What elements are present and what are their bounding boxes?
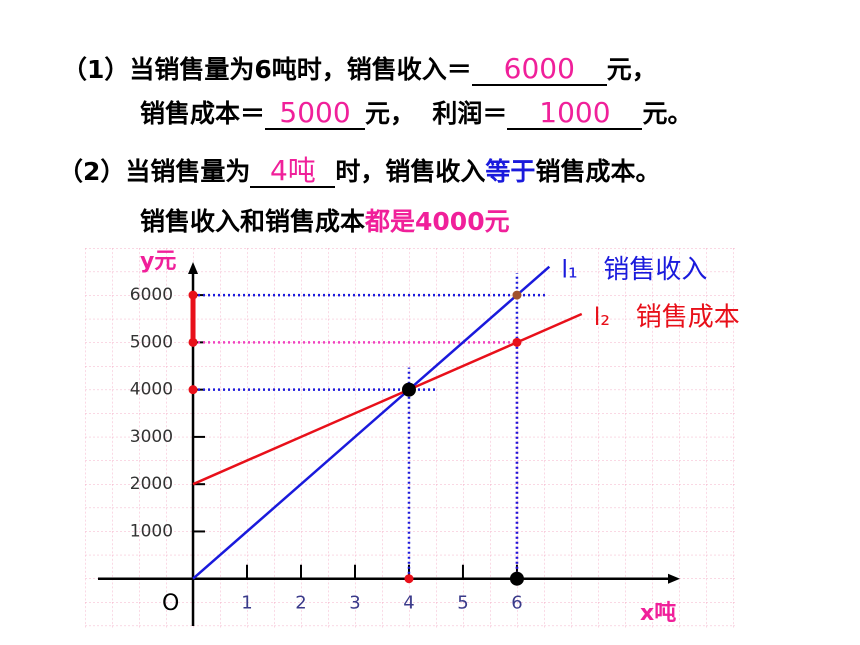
text: 时，销售收入 (335, 157, 486, 186)
point (188, 290, 198, 300)
x-tick-label: 2 (295, 593, 306, 614)
point (188, 385, 198, 395)
y-tick-label: 1000 (130, 521, 173, 541)
y-arrow (188, 262, 199, 274)
x-tick-label: 1 (241, 593, 252, 614)
x-tick-label: 5 (457, 593, 468, 614)
y-tick-label: 5000 (130, 332, 173, 352)
text: （1）当销售量为6吨时，销售收入＝ (62, 55, 472, 84)
y-axis-label: y元 (140, 249, 176, 274)
point (404, 574, 414, 584)
point (509, 571, 524, 586)
point (512, 337, 522, 347)
point (512, 290, 522, 300)
legend-label: 销售收入 (603, 255, 707, 285)
y-tick-label: 2000 (130, 474, 173, 494)
x-tick-label: 3 (349, 593, 360, 614)
text: 元。 (642, 99, 693, 128)
answer: 5000 (265, 98, 366, 130)
emphasis: 都是4000元 (365, 207, 510, 236)
x-tick-label: 6 (511, 593, 522, 614)
text: 元， (606, 55, 657, 84)
series-tag: l₂ (594, 303, 610, 331)
y-tick-label: 3000 (130, 427, 173, 447)
series-tag: l₁ (561, 256, 577, 284)
q2-line1: （2）当销售量为 4吨 时，销售收入等于销售成本。 (58, 152, 660, 188)
answer: 4吨 (250, 156, 336, 188)
q2-note: 销售收入和销售成本都是4000元 (140, 202, 510, 238)
answer: 6000 (471, 54, 607, 86)
q1-line2: 销售成本＝ 5000 元， 利润＝ 1000 元。 (140, 94, 692, 130)
series-line (192, 312, 583, 486)
origin-label: O (162, 591, 179, 616)
point (401, 382, 416, 397)
point (188, 337, 198, 347)
x-arrow (668, 573, 680, 584)
text: （2）当销售量为 (58, 157, 251, 186)
text: 销售收入和销售成本 (140, 207, 366, 236)
text: 销售成本。 (535, 157, 661, 186)
x-tick-label: 4 (403, 593, 414, 614)
y-tick-label: 6000 (130, 285, 173, 305)
text: 元， 利润＝ (365, 99, 508, 128)
series-line (192, 265, 551, 580)
emphasis: 等于 (485, 157, 536, 186)
legend-label: 销售成本 (636, 303, 740, 333)
y-tick-label: 4000 (130, 380, 173, 400)
q1-line1: （1）当销售量为6吨时，销售收入＝ 6000 元， (62, 50, 657, 86)
x-axis-label: x吨 (640, 601, 676, 626)
text: 销售成本＝ (140, 99, 266, 128)
answer: 1000 (507, 98, 643, 130)
